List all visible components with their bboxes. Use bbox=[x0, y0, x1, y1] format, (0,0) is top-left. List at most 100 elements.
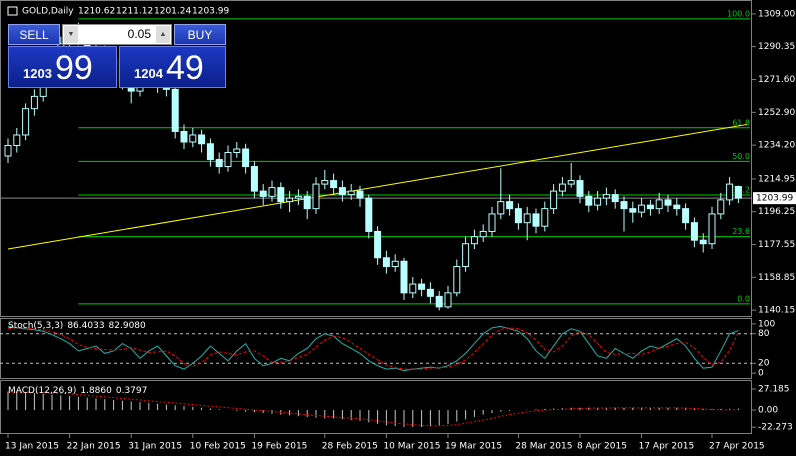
lot-input[interactable]: ▼ 0.05 ▲ bbox=[62, 24, 172, 45]
candle-body bbox=[506, 201, 514, 210]
candle-body bbox=[655, 199, 663, 210]
candle-body bbox=[268, 187, 276, 197]
candle-body bbox=[488, 213, 496, 232]
candle-body bbox=[303, 195, 311, 210]
ohlc-high: 1211.12 bbox=[116, 7, 153, 17]
candle-body bbox=[330, 180, 338, 189]
candle-body bbox=[391, 260, 399, 268]
ask-main: 1204 bbox=[134, 66, 163, 81]
candle-body bbox=[514, 208, 522, 224]
candle-body bbox=[567, 180, 575, 185]
x-tick-label: 28 Mar 2015 bbox=[515, 442, 572, 452]
candle-body bbox=[418, 283, 426, 290]
candle-body bbox=[286, 197, 294, 203]
ask-quote[interactable]: 1204 49 bbox=[119, 46, 226, 88]
y-tick-label: 0 bbox=[758, 369, 764, 379]
candle-body bbox=[594, 197, 602, 206]
candle-body bbox=[629, 208, 637, 213]
y-tick-label: 1271.60 bbox=[758, 75, 795, 85]
x-tick-label: 13 Jan 2015 bbox=[5, 442, 59, 452]
candle-body bbox=[532, 213, 540, 227]
symbol-icon bbox=[7, 6, 18, 16]
y-tick-label: 1214.95 bbox=[758, 174, 795, 184]
y-tick-label: 1177.55 bbox=[758, 240, 795, 250]
candle-body bbox=[602, 194, 610, 199]
macd-signal bbox=[7, 391, 739, 427]
y-tick-label: 1196.25 bbox=[758, 207, 795, 217]
symbol: GOLD,Daily bbox=[22, 7, 74, 17]
y-tick-label: 0.00 bbox=[758, 406, 778, 416]
stoch-line bbox=[7, 327, 739, 370]
y-tick-label: 1158.85 bbox=[758, 273, 795, 283]
x-tick-label: 10 Feb 2015 bbox=[190, 442, 246, 452]
indicator-label: Stoch(5,3,3) 86.4033 82.9080 bbox=[8, 321, 146, 331]
candle-body bbox=[215, 159, 223, 168]
candle-body bbox=[242, 148, 250, 168]
ask-pips: 49 bbox=[166, 49, 204, 87]
candle-body bbox=[4, 144, 12, 157]
candle-body bbox=[717, 199, 725, 215]
candle-body bbox=[22, 108, 30, 136]
candle-body bbox=[673, 204, 681, 210]
y-tick-label: -22.273 bbox=[758, 423, 793, 433]
candle-body bbox=[470, 236, 478, 245]
candle-body bbox=[294, 195, 302, 199]
lot-up[interactable]: ▲ bbox=[156, 26, 170, 43]
y-tick-label: 80 bbox=[758, 329, 770, 339]
candle-body bbox=[708, 213, 716, 245]
candle-body bbox=[479, 230, 487, 238]
bid-pips: 99 bbox=[55, 49, 93, 87]
candle-body bbox=[189, 134, 197, 143]
macd-frame bbox=[0, 380, 752, 434]
candle-body bbox=[726, 183, 734, 201]
stoch-line bbox=[7, 325, 739, 372]
candle-body bbox=[682, 208, 690, 224]
x-tick-label: 17 Apr 2015 bbox=[639, 442, 695, 452]
fib-label: 100.0 bbox=[727, 9, 750, 18]
y-tick-label: 1234.20 bbox=[758, 141, 795, 151]
indicator-name: Stoch(5,3,3) bbox=[8, 321, 63, 331]
indicator-readout: 86.4033 bbox=[67, 321, 104, 331]
bid-quote[interactable]: 1203 99 bbox=[8, 46, 117, 88]
y-tick-label: 100 bbox=[758, 319, 775, 329]
one-click-panel: SELL ▼ 0.05 ▲ BUY 1203 99 1204 49 bbox=[8, 24, 226, 88]
fib-label: 0.0 bbox=[737, 294, 750, 303]
buy-button[interactable]: BUY bbox=[174, 24, 226, 45]
candle-body bbox=[233, 148, 241, 154]
bid-main: 1203 bbox=[23, 66, 52, 81]
candle-body bbox=[250, 166, 258, 192]
candle-body bbox=[541, 208, 549, 227]
y-tick-label: 1140.15 bbox=[758, 306, 795, 316]
candle-body bbox=[699, 239, 707, 245]
candle-body bbox=[400, 260, 408, 294]
candle-body bbox=[585, 195, 593, 206]
price-tag-label: 1203.99 bbox=[756, 194, 793, 204]
sell-button[interactable]: SELL bbox=[8, 24, 60, 45]
candle-body bbox=[444, 292, 452, 308]
candle-body bbox=[259, 190, 267, 197]
candle-body bbox=[321, 180, 329, 185]
ohlc-close: 1203.99 bbox=[192, 7, 229, 17]
ohlc-low: 1201.24 bbox=[154, 7, 191, 17]
indicator-readout: 0.3797 bbox=[116, 386, 148, 396]
candle-body bbox=[497, 201, 505, 215]
candle-body bbox=[347, 190, 355, 196]
candle-body bbox=[611, 194, 619, 203]
fib-label: 61.8 bbox=[732, 118, 750, 127]
candle-body bbox=[664, 199, 672, 206]
main-frame bbox=[0, 0, 752, 317]
candle-body bbox=[690, 222, 698, 241]
lot-down[interactable]: ▼ bbox=[64, 26, 78, 43]
fib-label: 50.0 bbox=[732, 152, 750, 161]
candle-body bbox=[365, 197, 373, 232]
candle-body bbox=[224, 152, 232, 168]
x-tick-label: 28 Feb 2015 bbox=[322, 442, 378, 452]
x-tick-label: 31 Jan 2015 bbox=[128, 442, 182, 452]
candle-body bbox=[409, 283, 417, 294]
candle-body bbox=[374, 230, 382, 259]
candle-body bbox=[206, 143, 214, 161]
y-tick-label: 1309.00 bbox=[758, 9, 795, 19]
candle-body bbox=[550, 190, 558, 210]
